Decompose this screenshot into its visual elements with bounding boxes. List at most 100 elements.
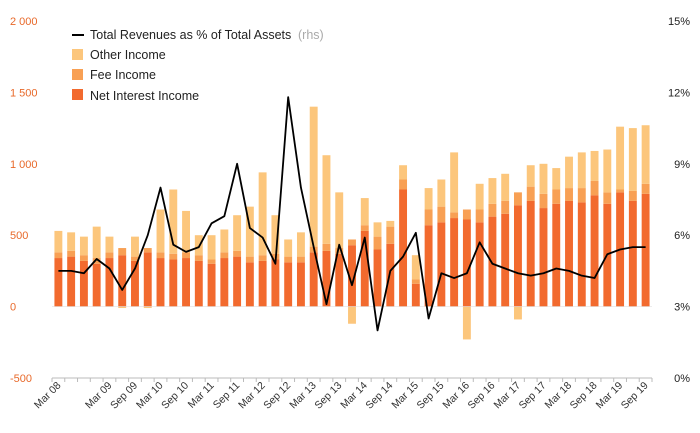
bar-other-income-sep-19	[641, 125, 650, 184]
x-tick-label: Mar 10	[134, 380, 166, 412]
x-tick-label: Sep 16	[466, 380, 498, 412]
right-tick-label: 9%	[674, 159, 690, 171]
x-tick-label: Sep 17	[517, 380, 549, 412]
bar-other-income-mar-14	[360, 198, 369, 226]
bar-other-income-sep-09	[131, 236, 139, 257]
legend-label-rhs: (rhs)	[298, 28, 324, 42]
bar-other-income-jun-17	[526, 165, 535, 187]
bar-other-income-dec-10	[194, 235, 203, 256]
line-total-revenues-pct	[58, 96, 646, 332]
bar-fee-income-mar-17	[514, 192, 522, 206]
bar-fee-income-mar-11	[207, 259, 216, 264]
bar-net-interest-income-dec-09	[143, 252, 152, 307]
x-tick-label: Mar 08	[32, 380, 64, 412]
bar-fee-income-dec-18	[603, 192, 612, 204]
bar-fee-income-jun-19	[628, 190, 637, 201]
x-tick-label: Sep 14	[363, 380, 395, 412]
bar-fee-income-sep-09	[131, 256, 139, 261]
bar-net-interest-income-jun-13	[322, 250, 331, 307]
line-series-group	[58, 96, 646, 332]
bar-fee-income-sep-08	[79, 255, 88, 261]
left-tick-label: 1 500	[10, 87, 38, 99]
x-tick-label: Mar 18	[543, 380, 575, 412]
bar-net-interest-income-jun-08	[67, 256, 76, 307]
bar-other-income-mar-08	[54, 230, 63, 253]
bar-fee-income-dec-08	[92, 258, 101, 264]
bar-other-income-mar-10	[156, 209, 165, 253]
bar-net-interest-income-dec-12	[296, 262, 305, 307]
bar-other-income-sep-15	[437, 179, 446, 207]
legend-label-other-income: Other Income	[90, 48, 166, 62]
bar-net-interest-income-dec-13	[348, 245, 356, 307]
left-tick-label: 0	[10, 302, 16, 314]
x-tick-label: Mar 12	[236, 380, 268, 412]
bar-net-interest-income-mar-14	[360, 230, 369, 307]
bar-other-income-mar-17	[514, 306, 522, 320]
bar-other-income-dec-09	[143, 306, 152, 309]
legend-label-fee-income: Fee Income	[90, 68, 156, 82]
bar-other-income-jun-19	[628, 128, 637, 191]
bar-net-interest-income-jun-10	[169, 259, 178, 307]
x-tick-label: Mar 17	[491, 380, 523, 412]
bar-fee-income-dec-12	[296, 256, 305, 263]
bar-fee-income-dec-16	[501, 200, 510, 214]
bar-other-income-dec-08	[92, 226, 101, 259]
bar-other-income-dec-13	[348, 306, 356, 324]
bar-net-interest-income-jun-18	[577, 202, 586, 307]
legend-swatch-fee-income	[72, 69, 83, 80]
bar-fee-income-jun-09	[118, 248, 127, 256]
bar-fee-income-sep-10	[182, 252, 190, 259]
bar-net-interest-income-sep-10	[182, 258, 190, 307]
x-tick-label: Sep 19	[619, 380, 651, 412]
bar-net-interest-income-dec-15	[450, 218, 459, 307]
bar-net-interest-income-dec-16	[501, 213, 510, 307]
bar-other-income-jun-15	[424, 188, 433, 210]
bar-fee-income-dec-14	[399, 179, 408, 190]
bar-fee-income-mar-19	[616, 189, 625, 193]
bar-other-income-jun-08	[67, 232, 76, 251]
bar-group	[54, 106, 650, 340]
bar-other-income-mar-15	[411, 255, 420, 280]
bar-fee-income-dec-17	[552, 189, 561, 204]
bar-fee-income-sep-18	[590, 180, 599, 196]
bar-other-income-dec-17	[552, 168, 561, 190]
bar-fee-income-sep-16	[488, 203, 497, 217]
bar-other-income-jun-16	[475, 183, 484, 210]
x-tick-label: Mar 11	[186, 380, 217, 411]
bar-net-interest-income-mar-11	[207, 263, 216, 307]
bar-fee-income-sep-14	[386, 226, 395, 244]
bar-other-income-jun-13	[322, 155, 331, 244]
bar-other-income-dec-15	[450, 152, 459, 213]
x-tick-label: Sep 12	[261, 380, 293, 412]
bar-other-income-sep-16	[488, 178, 497, 204]
bar-other-income-mar-11	[207, 235, 216, 260]
bar-net-interest-income-sep-13	[335, 253, 344, 307]
left-tick-label: 2 000	[10, 16, 38, 28]
x-tick-label: Mar 14	[338, 380, 370, 412]
x-tick-label: Sep 09	[108, 380, 140, 412]
x-tick-label: Sep 10	[159, 380, 191, 412]
bar-other-income-sep-17	[539, 163, 548, 194]
bar-fee-income-mar-08	[54, 252, 63, 259]
bar-net-interest-income-mar-10	[156, 258, 165, 307]
x-tick-label: Mar 13	[287, 380, 319, 412]
bar-other-income-dec-12	[296, 232, 305, 257]
bar-fee-income-sep-13	[335, 248, 344, 254]
bar-other-income-jun-09	[118, 306, 127, 309]
bar-other-income-jun-11	[220, 229, 229, 253]
bar-net-interest-income-jun-14	[373, 249, 382, 307]
bar-fee-income-jun-16	[475, 209, 484, 223]
bar-fee-income-dec-11	[245, 256, 254, 263]
right-tick-label: 15%	[668, 16, 690, 28]
bar-other-income-jun-18	[577, 152, 586, 189]
bar-other-income-mar-19	[616, 126, 625, 190]
left-tick-label: 1 000	[10, 159, 38, 171]
bar-fee-income-mar-16	[462, 209, 471, 220]
legend-label-net-interest-income: Net Interest Income	[90, 89, 199, 103]
bar-fee-income-sep-17	[539, 193, 548, 209]
bar-fee-income-mar-12	[258, 255, 267, 261]
right-tick-label: 6%	[674, 230, 690, 242]
bar-net-interest-income-mar-18	[565, 200, 573, 307]
bar-net-interest-income-dec-11	[245, 262, 254, 307]
